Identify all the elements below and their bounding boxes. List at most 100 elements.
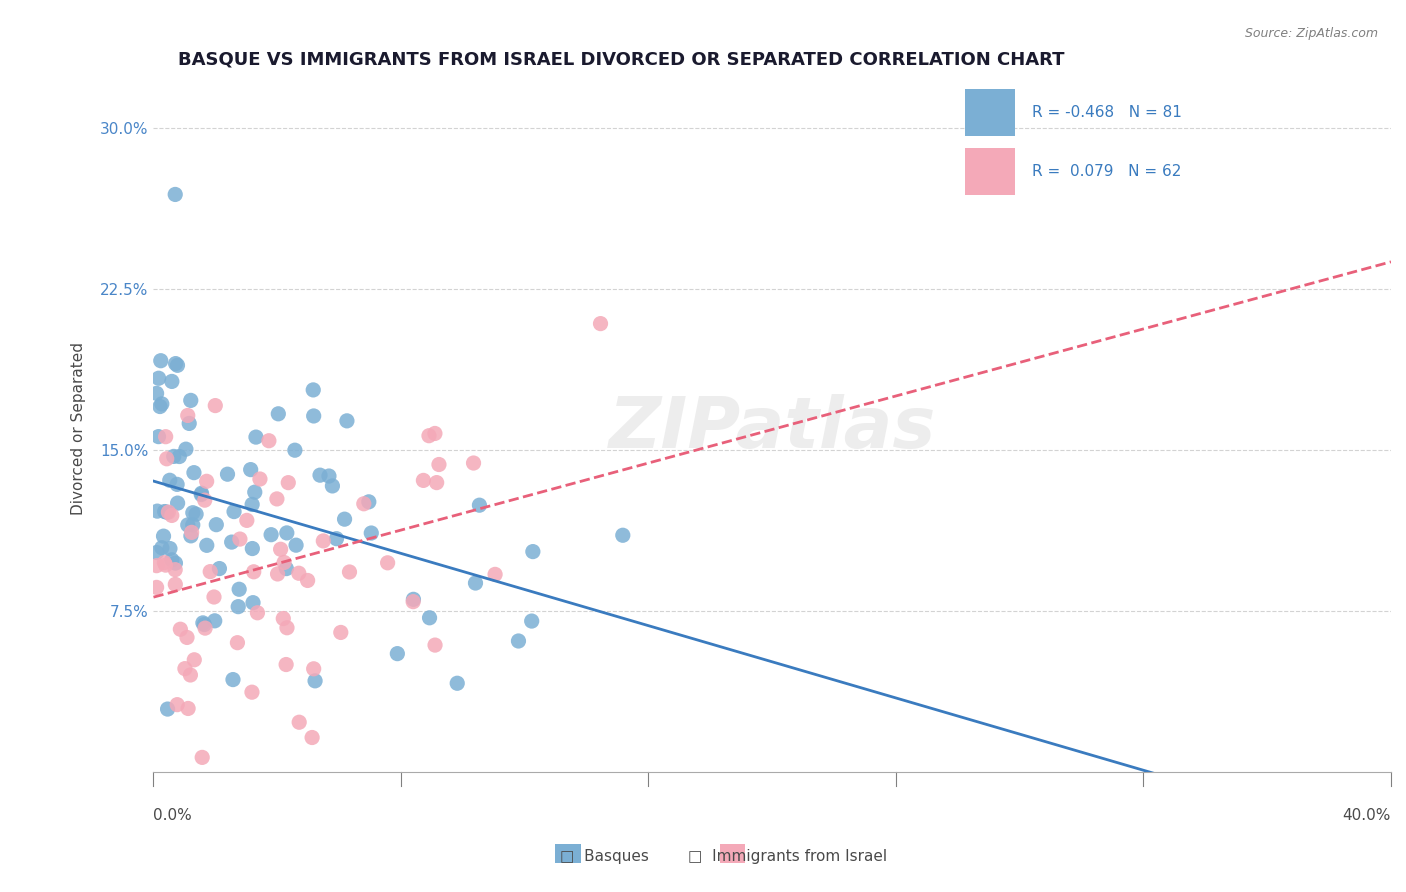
Immigrants from Israel [276,657,298,672]
Basques [163,450,186,464]
Text: □  Immigrants from Israel: □ Immigrants from Israel [688,849,887,863]
Basques [191,615,214,630]
Basques [321,479,343,493]
Basques [228,582,250,597]
Immigrants from Israel [180,525,202,540]
Basques [276,525,298,540]
Basques [166,477,188,491]
Basques [309,468,332,483]
Immigrants from Israel [202,590,225,604]
Text: BASQUE VS IMMIGRANTS FROM ISRAEL DIVORCED OR SEPARATED CORRELATION CHART: BASQUE VS IMMIGRANTS FROM ISRAEL DIVORCE… [179,51,1064,69]
Basques [336,414,359,428]
Basques [150,541,173,555]
Basques [242,596,264,610]
Immigrants from Israel [423,426,446,441]
Basques [160,375,183,389]
Immigrants from Israel [177,409,200,423]
Immigrants from Israel [194,621,217,635]
Basques [402,592,425,607]
Basques [468,498,491,512]
Basques [181,506,204,520]
Immigrants from Israel [183,653,205,667]
Immigrants from Israel [160,508,183,523]
Text: R = -0.468   N = 81: R = -0.468 N = 81 [1032,105,1182,120]
Basques [464,576,486,591]
FancyBboxPatch shape [965,89,1015,136]
Immigrants from Israel [155,430,177,444]
Basques [276,561,298,575]
Basques [159,541,181,556]
Immigrants from Israel [266,491,288,506]
Basques [165,187,187,202]
Basques [159,473,181,487]
Immigrants from Israel [277,475,299,490]
Basques [240,498,263,512]
Immigrants from Israel [426,475,449,490]
Basques [153,504,176,518]
Basques [145,545,167,559]
Basques [160,553,183,567]
Basques [446,676,468,690]
Basques [184,507,207,521]
Immigrants from Israel [257,434,280,448]
Immigrants from Israel [589,317,612,331]
Basques [245,430,267,444]
Basques [508,634,530,648]
Basques [222,505,245,519]
Basques [240,541,263,556]
Immigrants from Israel [484,567,506,582]
Immigrants from Israel [297,574,319,588]
Text: 0.0%: 0.0% [153,808,193,823]
Basques [193,617,215,632]
Immigrants from Israel [249,472,271,486]
Basques [304,673,326,688]
Immigrants from Israel [179,668,201,682]
Immigrants from Israel [145,558,167,573]
Basques [221,535,243,549]
Immigrants from Israel [242,565,264,579]
Basques [318,469,340,483]
FancyBboxPatch shape [965,148,1015,195]
Immigrants from Israel [353,497,375,511]
Basques [267,407,290,421]
Basques [148,371,170,385]
Basques [325,532,347,546]
Immigrants from Israel [266,566,288,581]
Basques [166,359,188,373]
Immigrants from Israel [156,451,179,466]
Basques [226,599,249,614]
Immigrants from Israel [165,577,187,591]
Basques [222,673,245,687]
Immigrants from Israel [288,566,311,581]
Immigrants from Israel [412,474,434,488]
Basques [165,357,187,371]
Immigrants from Israel [174,662,197,676]
Basques [174,442,197,457]
Basques [190,487,212,501]
Basques [333,512,356,526]
Immigrants from Israel [339,565,361,579]
Immigrants from Israel [329,625,352,640]
Basques [180,529,202,543]
Basques [156,702,179,716]
Immigrants from Israel [276,621,298,635]
Text: 40.0%: 40.0% [1343,808,1391,823]
Basques [146,504,169,518]
Basques [260,527,283,541]
Immigrants from Israel [157,505,180,519]
Basques [190,486,212,500]
Basques [181,517,204,532]
Basques [180,393,202,408]
Text: R =  0.079   N = 62: R = 0.079 N = 62 [1032,164,1181,179]
Immigrants from Israel [155,558,177,573]
Immigrants from Israel [204,399,226,413]
Basques [183,466,205,480]
Basques [148,429,170,443]
Basques [284,443,307,458]
Basques [179,417,201,431]
Text: □  Basques: □ Basques [560,849,650,863]
Immigrants from Israel [200,565,222,579]
Immigrants from Israel [427,458,450,472]
Basques [152,529,174,543]
Immigrants from Israel [423,638,446,652]
